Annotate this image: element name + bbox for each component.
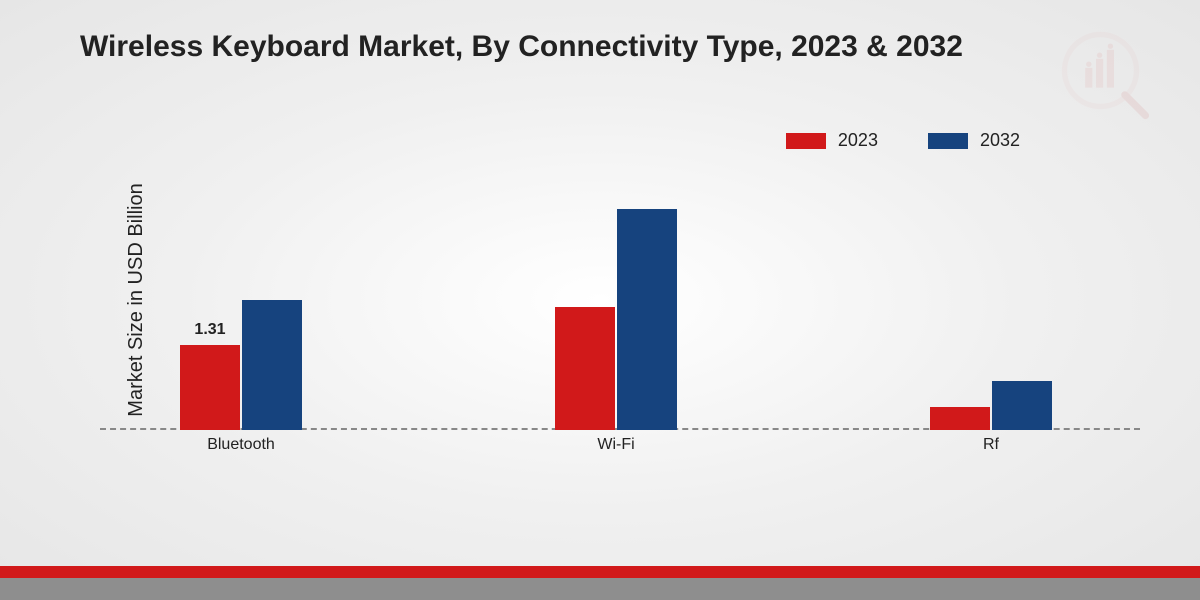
category-label: Rf xyxy=(983,436,999,454)
legend-item-2032: 2032 xyxy=(928,130,1020,151)
bar-group: Rf xyxy=(930,381,1052,430)
footer-bar-red xyxy=(0,566,1200,578)
chart-title: Wireless Keyboard Market, By Connectivit… xyxy=(80,30,963,64)
bar-group: 1.31Bluetooth xyxy=(180,300,302,430)
bar xyxy=(992,381,1052,430)
chart-area: 1.31BluetoothWi-FiRf xyxy=(100,170,1140,460)
category-label: Bluetooth xyxy=(207,436,275,454)
category-label: Wi-Fi xyxy=(597,436,634,454)
legend-swatch-2023 xyxy=(786,133,826,149)
bar: 1.31 xyxy=(180,345,240,430)
legend-label-2032: 2032 xyxy=(980,130,1020,151)
footer-bar-gray xyxy=(0,578,1200,600)
bar xyxy=(617,209,677,430)
legend-swatch-2032 xyxy=(928,133,968,149)
bar-group: Wi-Fi xyxy=(555,209,677,430)
bar xyxy=(555,307,615,431)
bar xyxy=(242,300,302,430)
legend-item-2023: 2023 xyxy=(786,130,878,151)
watermark-logo xyxy=(1060,30,1150,120)
bar-value-label: 1.31 xyxy=(194,321,225,339)
legend-label-2023: 2023 xyxy=(838,130,878,151)
bar xyxy=(930,407,990,430)
legend: 2023 2032 xyxy=(786,130,1020,151)
